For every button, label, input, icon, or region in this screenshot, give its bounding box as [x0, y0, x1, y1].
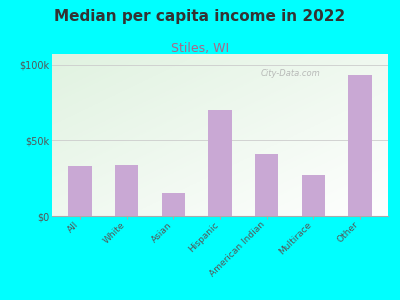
Bar [255, 154, 278, 216]
Bar [348, 75, 372, 216]
Bar [68, 166, 92, 216]
Bar [115, 164, 138, 216]
Text: Median per capita income in 2022: Median per capita income in 2022 [54, 9, 346, 24]
Bar [302, 175, 325, 216]
Bar [162, 193, 185, 216]
Text: Stiles, WI: Stiles, WI [171, 42, 229, 55]
Bar [208, 110, 232, 216]
Text: City-Data.com: City-Data.com [260, 69, 320, 78]
